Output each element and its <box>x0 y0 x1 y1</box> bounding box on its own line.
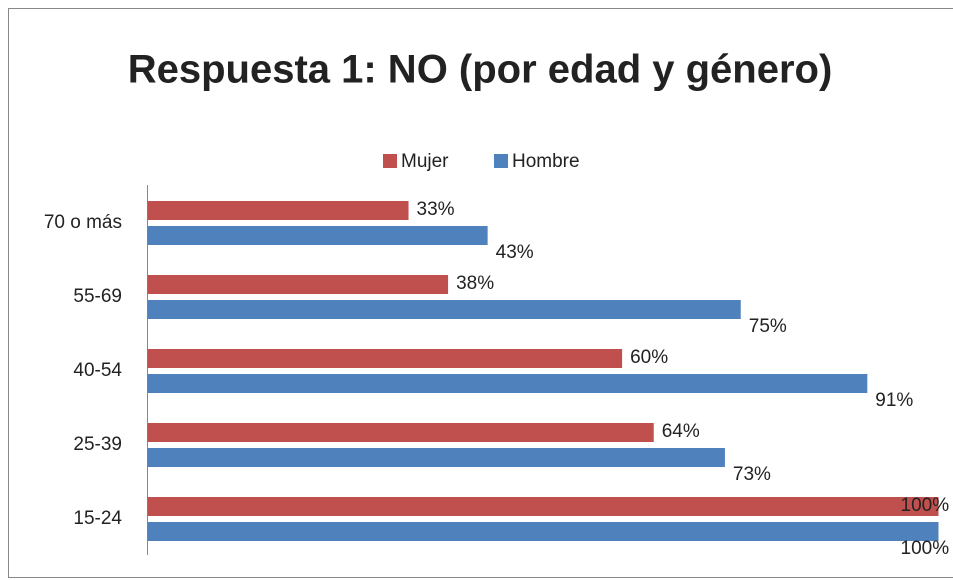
y-tick-label: 15-24 <box>73 508 122 529</box>
bar <box>147 300 741 319</box>
data-label: 60% <box>630 347 668 368</box>
data-label: 38% <box>456 273 494 294</box>
y-tick-label: 70 o más <box>44 212 122 233</box>
bar <box>147 448 725 467</box>
bar <box>147 349 623 368</box>
data-label: 43% <box>496 242 534 263</box>
bar <box>147 201 409 220</box>
bar <box>147 374 868 393</box>
data-label: 100% <box>901 495 950 516</box>
bar <box>147 226 488 245</box>
data-label: 75% <box>749 316 787 337</box>
data-label: 73% <box>733 464 771 485</box>
data-label: 64% <box>662 421 700 442</box>
bar <box>147 423 654 442</box>
y-tick-label: 40-54 <box>73 360 122 381</box>
chart-title: Respuesta 1: NO (por edad y género) <box>128 48 833 92</box>
data-label: 33% <box>417 199 455 220</box>
bar <box>147 497 939 516</box>
data-label: 91% <box>875 390 913 411</box>
y-tick-label: 25-39 <box>73 434 122 455</box>
legend-swatch <box>383 154 397 168</box>
legend-label: Mujer <box>401 151 449 172</box>
legend-swatch <box>494 154 508 168</box>
data-label: 100% <box>901 538 950 559</box>
bar <box>147 522 939 541</box>
legend-label: Hombre <box>512 151 580 172</box>
y-tick-label: 55-69 <box>73 286 122 307</box>
bar <box>147 275 449 294</box>
